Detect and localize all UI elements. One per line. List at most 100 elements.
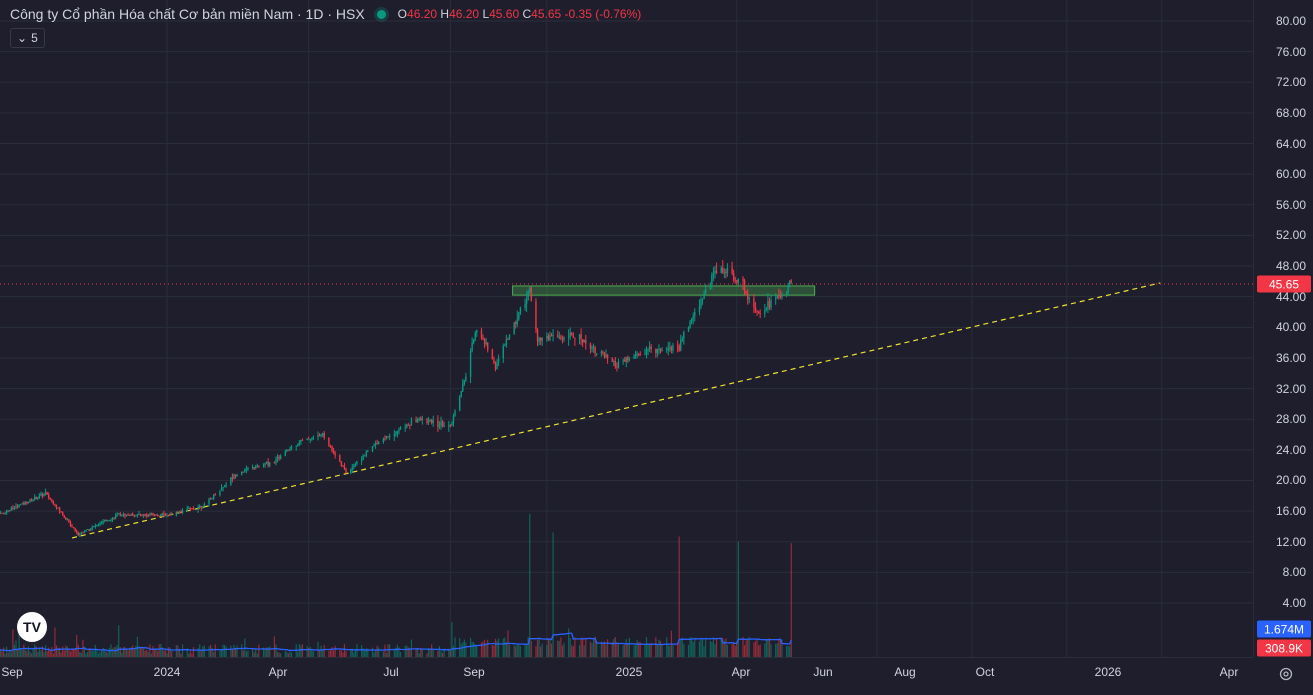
time-tick-label: 2025	[615, 665, 643, 679]
volume-bar	[469, 637, 472, 657]
volume-bar	[178, 649, 181, 657]
candle-body	[10, 507, 13, 511]
candle-body	[373, 444, 375, 447]
volume-bar	[462, 642, 464, 657]
volume-ma-line	[0, 632, 792, 652]
price-axis[interactable]: 80.00 76.00 72.00 68.00 64.00 60.00 56.00 52.00…	[1253, 0, 1313, 657]
candle-body	[451, 423, 453, 426]
candle-body	[189, 507, 192, 509]
volume-bar	[376, 645, 378, 657]
candle-body	[613, 361, 615, 363]
candle-body	[57, 507, 59, 509]
candle-body	[789, 280, 791, 285]
volume-bar	[375, 649, 377, 657]
candle-body	[26, 501, 28, 504]
candle-body	[704, 288, 707, 294]
candle-body	[119, 513, 121, 516]
volume-bar	[404, 646, 406, 657]
volume-bar	[252, 648, 254, 657]
volume-bar	[107, 652, 109, 657]
volume-bar	[502, 638, 504, 657]
candle-body	[306, 438, 308, 441]
candle-body	[181, 510, 184, 513]
volume-bar	[2, 647, 5, 657]
candle-body	[52, 500, 55, 505]
candle-body	[170, 513, 173, 516]
candle-body	[658, 348, 660, 350]
volume-bar	[83, 646, 86, 657]
candle-body	[785, 292, 788, 294]
volume-bar	[689, 637, 691, 657]
market-status-dot[interactable]	[376, 9, 386, 19]
volume-bar	[63, 650, 65, 657]
candle-body	[659, 348, 662, 351]
candle-body	[714, 270, 716, 274]
price-chart-canvas[interactable]	[0, 0, 1306, 657]
candle-body	[698, 306, 701, 313]
volume-bar	[340, 650, 342, 657]
candle-body	[24, 501, 27, 505]
time-axis[interactable]: Sep 2024 Apr Jul Sep 2025 Apr Jun Aug Oct 2026 Apr	[0, 657, 1253, 695]
candle-body	[580, 334, 582, 340]
volume-bar	[230, 645, 232, 657]
candle-body	[535, 301, 537, 330]
volume-bar	[527, 636, 529, 657]
volume-bar	[312, 651, 314, 657]
candle-body	[9, 510, 11, 512]
volume-bar	[350, 650, 352, 657]
volume-bar	[138, 646, 140, 657]
volume-bar	[677, 642, 679, 657]
symbol-title[interactable]: Công ty Cổ phần Hóa chất Cơ bản miền Nam…	[10, 6, 365, 22]
volume-bar	[482, 641, 484, 657]
volume-bar	[41, 646, 44, 657]
volume-bar	[779, 639, 781, 657]
volume-bar	[616, 642, 618, 657]
volume-bar	[541, 643, 543, 657]
candle-body	[748, 298, 750, 300]
candle-body	[731, 267, 733, 274]
volume-bar	[60, 652, 62, 657]
volume-bar	[365, 648, 367, 657]
time-tick-label: Jul	[383, 665, 399, 679]
candle-body	[558, 336, 561, 338]
tradingview-logo[interactable]: TV	[17, 612, 47, 642]
time-tick-label: Oct	[975, 665, 995, 679]
volume-bar	[396, 644, 399, 657]
candle-body	[21, 503, 23, 505]
volume-bar	[650, 642, 652, 657]
gear-icon[interactable]	[1278, 666, 1294, 682]
candle-body	[93, 526, 95, 528]
candle-body	[712, 273, 715, 275]
candle-body	[482, 337, 484, 340]
volume-bar	[787, 646, 789, 657]
candle-body	[253, 467, 255, 469]
volume-bar	[603, 641, 606, 657]
candle-body	[251, 467, 254, 469]
candle-body	[41, 493, 44, 497]
volume-bar	[214, 644, 216, 657]
volume-bar	[515, 646, 517, 657]
ohlc-values: O46.20 H46.20 L45.60 C45.65 -0.35 (-0.76…	[398, 7, 642, 21]
volume-bar	[426, 653, 428, 657]
volume-bar	[480, 642, 483, 657]
price-tick-label: 20.00	[1275, 473, 1306, 488]
candle-body	[153, 514, 156, 516]
candle-body	[472, 339, 475, 343]
price-tick-label: 80.00	[1275, 14, 1306, 28]
volume-bar	[278, 652, 280, 657]
volume-bar	[715, 638, 718, 657]
volume-bar	[197, 648, 199, 657]
volume-bar	[160, 643, 162, 657]
volume-bar	[266, 647, 268, 657]
indicators-collapse-button[interactable]: ⌄ 5	[10, 28, 45, 48]
time-tick-label: Sep	[463, 665, 485, 679]
volume-bar	[192, 647, 195, 657]
volume-bar	[222, 644, 224, 657]
chart-pane[interactable]	[0, 0, 1306, 657]
candle-body	[155, 514, 157, 516]
candle-body	[80, 532, 83, 534]
time-tick-label: Apr	[1219, 665, 1239, 679]
candle-body	[518, 313, 520, 320]
candle-body	[163, 513, 165, 515]
candle-body	[759, 313, 761, 315]
